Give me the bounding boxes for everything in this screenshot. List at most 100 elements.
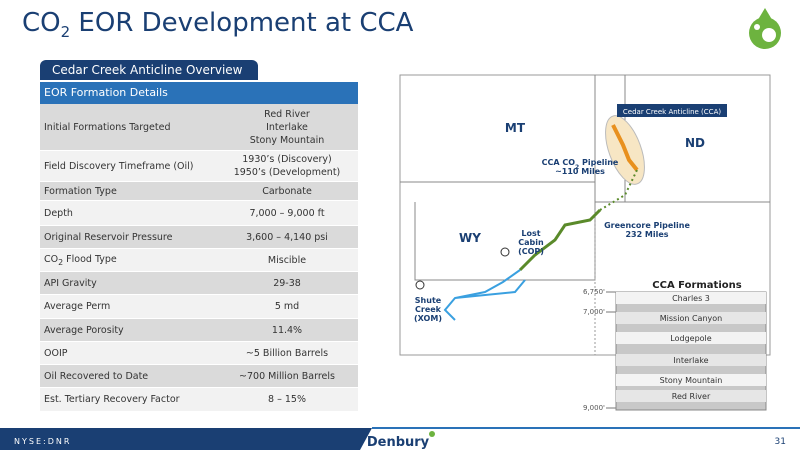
depth-label: 6,750': [583, 288, 605, 296]
label-part: CCA CO: [542, 158, 576, 167]
page-number: 31: [775, 437, 786, 447]
row-value: 5 md: [216, 300, 358, 313]
table: EOR Formation Details Initial Formations…: [40, 82, 358, 412]
formations: CCA Formations 6,750' 7,000' 9,000' Charles …: [583, 280, 767, 412]
formation-band: [616, 332, 766, 344]
map-label: CCA CO2 Pipeline: [542, 158, 619, 171]
table-row: Average Perm 5 md: [40, 295, 358, 319]
table-row: CO2 Flood Type Miscible: [40, 249, 358, 272]
label-part: Pipeline: [579, 158, 619, 167]
row-label: API Gravity: [44, 277, 97, 289]
label-part: 2: [575, 164, 579, 171]
map-label: ~110 Miles: [555, 167, 605, 176]
row-label: Average Porosity: [44, 324, 124, 336]
table-row: API Gravity 29-38: [40, 272, 358, 295]
footer-art: NYSE:DNR Denbury 31: [14, 427, 800, 450]
formation-band: [616, 374, 766, 386]
formation-label: Interlake: [673, 356, 708, 365]
value-line: Red River: [264, 108, 310, 120]
row-value: 1930’s (Discovery) 1950’s (Development): [216, 153, 358, 179]
map-label: ND: [685, 136, 705, 150]
row-label: Formation Type: [44, 185, 117, 197]
map-label: Lost: [521, 229, 540, 238]
map-label: (COP): [518, 247, 544, 256]
formation-label: Stony Mountain: [660, 376, 723, 385]
table-row: Est. Tertiary Recovery Factor 8 – 15%: [40, 388, 358, 412]
value-line: 3,600 – 4,140 psi: [246, 231, 328, 243]
table-row: Depth 7,000 – 9,000 ft: [40, 201, 358, 226]
formation-label: Mission Canyon: [660, 314, 722, 323]
logo: [740, 6, 790, 52]
table-row: Average Porosity 11.4%: [40, 319, 358, 342]
row-value: 8 – 15%: [216, 393, 358, 406]
map-label: MT: [505, 121, 526, 135]
row-label: Field Discovery Timeframe (Oil): [44, 160, 194, 172]
table-row: Oil Recovered to Date ~700 Million Barrel…: [40, 365, 358, 388]
depth-label: 9,000': [583, 404, 605, 412]
table-row: Field Discovery Timeframe (Oil) 1930’s (D…: [40, 151, 358, 182]
depth-label: 7,000': [583, 308, 605, 316]
row-value: ~5 Billion Barrels: [216, 347, 358, 360]
map-label: Cabin: [518, 238, 544, 247]
row-label: Original Reservoir Pressure: [44, 231, 173, 243]
row-label: Oil Recovered to Date: [44, 370, 149, 382]
map-label: 232 Miles: [625, 230, 668, 239]
value-line: 8 – 15%: [268, 394, 306, 405]
row-label: OOIP: [44, 347, 68, 359]
value-line: 29-38: [273, 277, 301, 289]
ticker: NYSE:DNR: [14, 437, 71, 446]
row-value: 11.4%: [216, 324, 358, 337]
row-value: Carbonate: [216, 185, 358, 198]
table-row: Original Reservoir Pressure 3,600 – 4,140…: [40, 226, 358, 249]
formation-band: [616, 390, 766, 402]
row-label: Est. Tertiary Recovery Factor: [44, 394, 180, 405]
tab: Cedar Creek Anticline Overview: [40, 60, 258, 80]
value-line: 11.4%: [271, 324, 303, 336]
value-line: 1930’s (Discovery): [242, 154, 332, 165]
value-line: Miscible: [267, 254, 307, 266]
row-label: Initial Formations Targeted: [44, 121, 171, 133]
formation-band: [616, 312, 766, 324]
map-label: Shute: [415, 296, 442, 305]
map-label: WY: [459, 231, 481, 245]
row-label: CO2 Flood Type: [40, 254, 216, 267]
row-value: ~700 Million Barrels: [216, 370, 358, 383]
table-row: Formation Type Carbonate: [40, 182, 358, 201]
formation-label: Lodgepole: [670, 334, 711, 343]
row-value: 7,000 – 9,000 ft: [216, 207, 358, 220]
title-text: EOR Development at CCA: [70, 8, 414, 38]
slide-title: CO2 EOR Development at CCA: [22, 8, 413, 41]
brand: Denbury: [367, 435, 430, 450]
table-title: EOR Formation Details: [40, 82, 358, 104]
value-line: 5 md: [274, 301, 300, 312]
formation-band: [616, 292, 766, 304]
value-line: 1950’s (Development): [233, 167, 341, 178]
title-sub: 2: [60, 23, 71, 42]
row-value: Red River Interlake Stony Mountain: [216, 108, 358, 147]
title-text: CO: [22, 8, 61, 38]
formation-label: Red River: [672, 392, 711, 401]
label-sub: 2: [58, 257, 64, 267]
row-label: Depth: [44, 207, 73, 219]
table-row: Initial Formations Targeted Red River Inte…: [40, 104, 358, 151]
formations-title: CCA Formations: [652, 280, 741, 291]
value-line: ~700 Million Barrels: [239, 370, 335, 382]
value-line: Interlake: [266, 121, 308, 133]
row-value: Miscible: [216, 254, 358, 267]
map-label: Creek: [415, 305, 442, 314]
row-value: 29-38: [216, 277, 358, 290]
value-line: 7,000 – 9,000 ft: [249, 207, 325, 219]
table-row: OOIP ~5 Billion Barrels: [40, 342, 358, 365]
value-line: Stony Mountain: [249, 134, 325, 146]
formation-band: [616, 354, 766, 366]
value-line: ~5 Billion Barrels: [245, 347, 329, 359]
formation-label: Charles 3: [672, 294, 710, 303]
label-text: Flood Type: [63, 253, 117, 265]
value-line: Carbonate: [262, 185, 312, 197]
map-label: (XOM): [414, 314, 442, 323]
label-text: CO: [44, 253, 59, 265]
map-label: Greencore Pipeline: [604, 221, 690, 230]
map-label: Cedar Creek Anticline (CCA): [623, 108, 721, 116]
row-value: 3,600 – 4,140 psi: [216, 231, 358, 244]
